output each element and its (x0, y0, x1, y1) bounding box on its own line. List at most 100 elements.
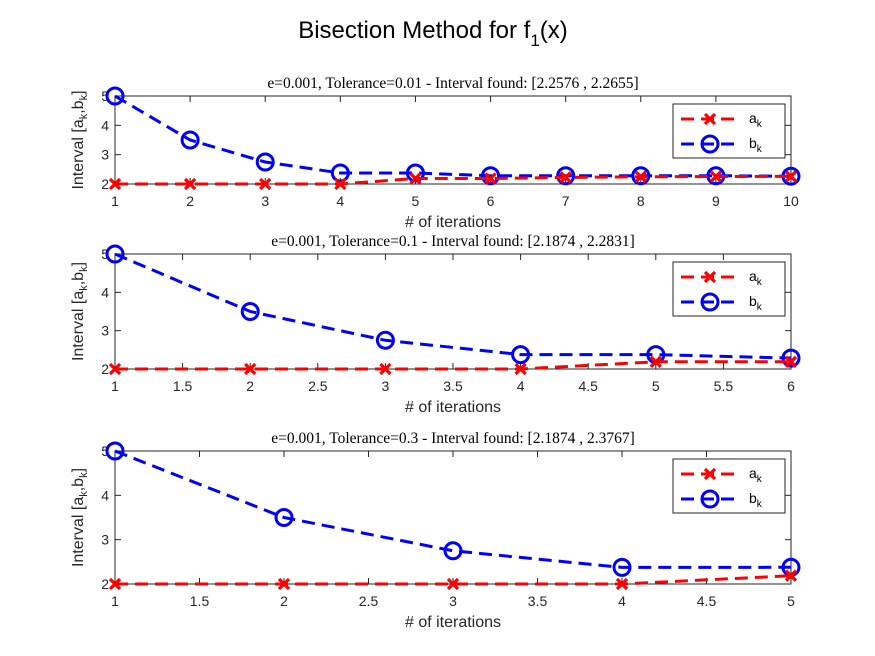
series-a-point (108, 577, 122, 591)
series-a-point (784, 355, 798, 368)
series-a-point (409, 172, 422, 185)
legend-marker-b (700, 292, 720, 312)
y-axis-label: Interval [ak,bk] (70, 90, 90, 189)
x-tick-label: 6 (487, 193, 495, 209)
x-tick-label: 4 (336, 193, 344, 209)
x-tick-label: 1.5 (173, 378, 193, 394)
series-b-point (481, 166, 501, 186)
legend-marker-a (703, 270, 717, 284)
legend-label-subscript: k (757, 277, 763, 288)
legend-label-a: ak (749, 465, 763, 485)
series-a-point (559, 171, 572, 184)
y-tick-label: 2 (101, 576, 109, 592)
y-axis-label-part: ,b (70, 272, 87, 285)
figure-title-main: Bisection Method for f (298, 17, 530, 44)
y-tick-label: 2 (101, 176, 109, 192)
legend-label-subscript: k (757, 119, 763, 130)
series-b-point (405, 163, 425, 183)
x-tick-label: 3.5 (443, 378, 463, 394)
series-b-point (443, 541, 463, 561)
legend-box (672, 103, 786, 159)
x-tick-label: 4 (618, 593, 626, 609)
legend-label-a: ak (749, 110, 763, 130)
legend-marker-b (700, 134, 720, 154)
y-tick-label: 5 (101, 246, 109, 262)
y-tick-label: 4 (101, 487, 109, 503)
series-b-line (114, 252, 792, 360)
series-a-point (183, 177, 197, 191)
y-tick-label: 4 (101, 284, 109, 300)
x-tick-label: 9 (712, 193, 720, 209)
legend-label-base: b (749, 293, 757, 309)
x-tick-label: 8 (637, 193, 645, 209)
series-b-point (631, 166, 651, 186)
y-axis-label-part: ] (70, 262, 87, 266)
y-axis-label-part: ,b (70, 100, 87, 113)
y-axis-label-part: k (78, 266, 90, 272)
x-tick-label: 2.5 (308, 378, 328, 394)
y-axis-label-part: k (78, 94, 90, 100)
series-a-point (634, 170, 647, 183)
series-a-line (115, 360, 791, 371)
series-b-point (180, 130, 200, 150)
legend-label-subscript: k (757, 474, 763, 485)
legend-label-subscript: k (757, 144, 763, 155)
legend-label-subscript: k (757, 499, 763, 510)
legend-label-subscript: k (757, 302, 763, 313)
figure-title-tail: (x) (540, 17, 568, 44)
x-tick-label: 4.5 (697, 593, 717, 609)
axes-title: e=0.001, Tolerance=0.01 - Interval found… (267, 75, 638, 92)
x-tick-label: 4.5 (578, 378, 598, 394)
x-tick-label: 5 (787, 593, 795, 609)
series-b-point (105, 441, 125, 461)
series-a-point (334, 177, 347, 191)
legend-marker-b (700, 489, 720, 509)
series-a-point (259, 177, 272, 191)
y-axis-label: Interval [ak,bk] (70, 262, 90, 361)
axes-title: e=0.001, Tolerance=0.3 - Interval found:… (271, 430, 634, 447)
legend-label-base: a (749, 465, 757, 481)
y-axis-label-part: k (78, 472, 90, 478)
series-b-line (114, 94, 792, 178)
legend-label-base: a (749, 110, 757, 126)
series-b-point (556, 166, 576, 186)
legend-label-b: bk (749, 490, 763, 510)
series-a-point (108, 177, 122, 191)
legend-box (672, 261, 786, 317)
series-b-point (105, 86, 125, 106)
y-axis-label-part: k (78, 113, 90, 119)
series-b-point (511, 345, 531, 365)
legend-label-base: b (749, 490, 757, 506)
series-b-point (240, 302, 260, 321)
series-a-point (484, 172, 497, 185)
y-tick-label: 3 (101, 532, 109, 548)
series-a-point (446, 577, 460, 591)
x-tick-label: 2.5 (359, 593, 379, 609)
series-a-point (244, 362, 257, 376)
series-a-line (115, 174, 792, 186)
y-axis-label: Interval [ak,bk] (70, 468, 90, 567)
x-tick-label: 7 (562, 193, 570, 209)
series-b-point (274, 508, 294, 527)
x-tick-label: 3 (449, 593, 457, 609)
series-a-point (784, 170, 798, 183)
series-a-point (514, 362, 527, 376)
y-axis-label-part: Interval [a (70, 497, 87, 567)
x-tick-label: 4 (517, 378, 525, 394)
y-tick-label: 5 (101, 443, 109, 459)
series-a-point (784, 569, 798, 582)
series-b-point (612, 557, 632, 577)
x-axis-label: # of iterations (405, 399, 501, 416)
series-a-point (379, 362, 392, 376)
y-axis-label-part: k (78, 285, 90, 291)
x-tick-label: 3.5 (528, 593, 548, 609)
series-a-point (615, 577, 629, 591)
chart-panel-3: 1 1.5 2 2.5 3 3.5 4 4.5 5 2 3 4 5 e=0.001, Tolerance=… (70, 430, 801, 631)
series-b-point (255, 152, 275, 172)
y-axis-label-part: Interval [a (70, 119, 87, 189)
series-b-point (375, 330, 395, 350)
x-tick-label: 1 (111, 378, 119, 394)
x-tick-label: 5 (412, 193, 420, 209)
legend-marker-a (703, 112, 717, 126)
